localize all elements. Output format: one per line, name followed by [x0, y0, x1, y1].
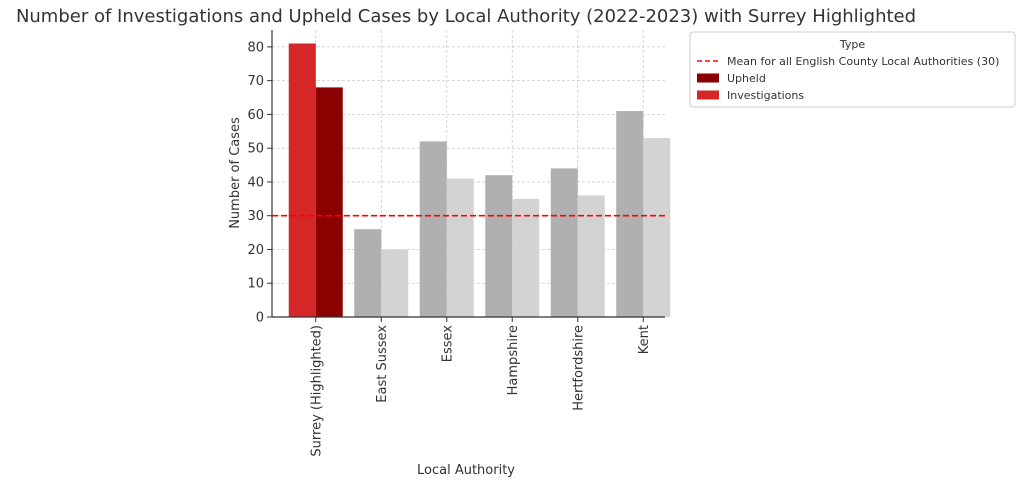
- axes: 0 10 20 30 40 50 60 70 80 Surrey (Highlighted) Eas…: [247, 30, 665, 457]
- bar-investigations: [485, 175, 513, 317]
- x-tick-label: Essex: [440, 325, 455, 363]
- y-tick-label: 70: [247, 74, 264, 89]
- bar-investigations: [354, 229, 382, 317]
- y-tick-label: 40: [247, 175, 264, 190]
- bar-investigations: [288, 43, 316, 317]
- bars: [288, 43, 671, 318]
- legend-swatch-patch: [697, 90, 719, 100]
- y-tick-label: 60: [247, 108, 264, 123]
- bar-upheld: [577, 195, 605, 317]
- bar-investigations: [419, 141, 447, 317]
- legend-entry-label: Upheld: [727, 72, 766, 85]
- x-tick-label: Surrey (Highlighted): [309, 325, 324, 457]
- y-tick-label: 80: [247, 40, 264, 55]
- bar-upheld: [381, 249, 409, 317]
- legend-swatch-patch: [697, 73, 719, 83]
- legend-box: [689, 31, 1016, 108]
- y-tick-label: 10: [247, 277, 264, 292]
- y-tick-label: 0: [256, 311, 264, 326]
- legend: Type Mean for all English County Local Au…: [689, 31, 1016, 108]
- x-tick-label: Kent: [637, 325, 652, 354]
- x-tick-label: Hertfordshire: [571, 325, 586, 411]
- bar-investigations: [550, 168, 578, 317]
- bar-upheld: [643, 138, 671, 317]
- y-tick-label: 30: [247, 209, 264, 224]
- legend-entry-label: Mean for all English County Local Author…: [727, 55, 999, 68]
- bar-upheld: [512, 198, 540, 317]
- y-axis-label: Number of Cases: [228, 117, 243, 229]
- bar-upheld: [446, 178, 474, 317]
- y-tick-label: 50: [247, 142, 264, 157]
- x-tick-label: East Sussex: [375, 325, 390, 403]
- x-tick-label: Hampshire: [506, 325, 521, 395]
- bar-upheld: [315, 87, 343, 318]
- legend-title: Type: [839, 38, 865, 51]
- chart-title: Number of Investigations and Upheld Case…: [16, 6, 916, 27]
- bar-investigations: [616, 111, 644, 317]
- legend-entry-label: Investigations: [727, 89, 804, 102]
- y-tick-label: 20: [247, 243, 264, 258]
- x-axis-label: Local Authority: [417, 463, 515, 478]
